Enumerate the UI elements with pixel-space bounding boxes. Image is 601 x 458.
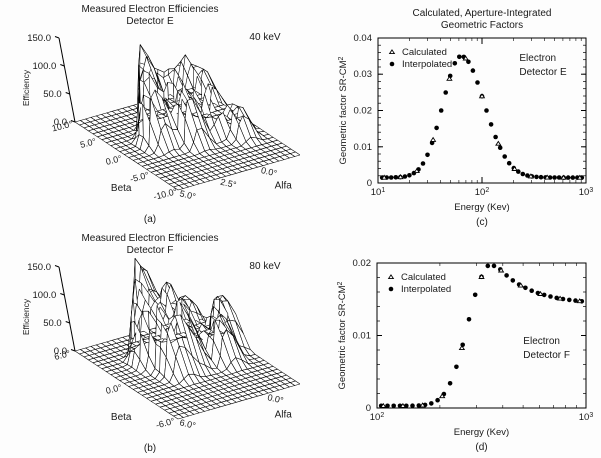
svg-text:(a): (a) [144, 214, 156, 225]
svg-text:102: 102 [370, 412, 385, 424]
svg-text:2.5°: 2.5° [219, 177, 237, 190]
svg-text:-10.0°: -10.0° [152, 186, 178, 202]
svg-text:150.0: 150.0 [27, 33, 51, 44]
svg-text:Beta: Beta [111, 183, 132, 194]
svg-text:Efficiency: Efficiency [21, 298, 31, 335]
svg-text:Calculated: Calculated [402, 47, 447, 58]
svg-text:Interpolated: Interpolated [401, 284, 451, 295]
svg-text:6.0°: 6.0° [179, 417, 197, 430]
svg-text:Geometric factor SR-CM2: Geometric factor SR-CM2 [338, 56, 350, 164]
svg-text:101: 101 [371, 187, 386, 199]
svg-text:80 keV: 80 keV [249, 261, 280, 272]
svg-text:150.0: 150.0 [27, 262, 51, 273]
svg-text:Interpolated: Interpolated [402, 59, 452, 70]
svg-text:Calculated: Calculated [401, 272, 446, 283]
svg-text:Detector F: Detector F [127, 245, 174, 256]
svg-text:Detector F: Detector F [523, 350, 570, 361]
svg-text:0.02: 0.02 [354, 106, 373, 117]
svg-text:Detector E: Detector E [126, 16, 174, 27]
svg-text:Calculated, Aperture-Integrate: Calculated, Aperture-Integrated [413, 8, 552, 19]
svg-text:Detector E: Detector E [519, 67, 567, 78]
svg-text:0.01: 0.01 [354, 142, 373, 153]
svg-text:50.0: 50.0 [43, 318, 62, 329]
svg-text:-5.0°: -5.0° [129, 170, 150, 184]
svg-text:Electron: Electron [523, 336, 560, 347]
svg-text:Electron: Electron [519, 53, 556, 64]
svg-text:Energy (Kev): Energy (Kev) [454, 202, 509, 213]
svg-text:(b): (b) [144, 443, 156, 454]
svg-text:Geometric factor SR-CM2: Geometric factor SR-CM2 [337, 281, 349, 389]
svg-text:100.0: 100.0 [33, 61, 57, 72]
svg-text:Geometric Factors: Geometric Factors [441, 20, 523, 31]
svg-text:50.0: 50.0 [43, 89, 62, 100]
svg-text:Measured Electron Efficiencies: Measured Electron Efficiencies [81, 4, 218, 15]
svg-text:0.0°: 0.0° [105, 153, 123, 167]
svg-text:Energy (Kev): Energy (Kev) [454, 427, 509, 438]
svg-text:0.01: 0.01 [353, 331, 372, 342]
svg-text:5.0°: 5.0° [79, 136, 97, 150]
svg-text:0.0°: 0.0° [105, 382, 123, 396]
svg-text:100.0: 100.0 [33, 290, 57, 301]
svg-text:5.0°: 5.0° [179, 188, 197, 201]
svg-text:103: 103 [579, 187, 594, 199]
svg-text:Alfa: Alfa [275, 181, 293, 192]
svg-text:Alfa: Alfa [275, 410, 293, 421]
svg-text:Measured Electron Efficiencies: Measured Electron Efficiencies [81, 233, 218, 244]
svg-text:Beta: Beta [111, 412, 132, 423]
svg-text:0.03: 0.03 [354, 69, 373, 80]
svg-text:102: 102 [475, 187, 490, 199]
svg-text:(d): (d) [475, 442, 487, 453]
svg-text:Efficiency: Efficiency [21, 69, 31, 106]
svg-text:0.02: 0.02 [353, 258, 372, 269]
svg-text:103: 103 [579, 412, 594, 424]
svg-text:0.0°: 0.0° [260, 165, 278, 178]
svg-text:0.0°: 0.0° [266, 392, 284, 405]
svg-text:0.04: 0.04 [354, 33, 373, 44]
svg-text:(c): (c) [476, 217, 488, 228]
svg-text:-6.0°: -6.0° [155, 416, 176, 430]
svg-text:40 keV: 40 keV [249, 32, 280, 43]
